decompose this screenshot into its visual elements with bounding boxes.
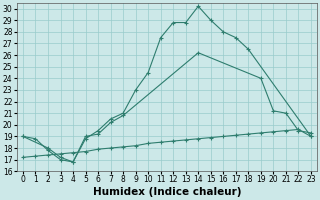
X-axis label: Humidex (Indice chaleur): Humidex (Indice chaleur) [93,187,241,197]
